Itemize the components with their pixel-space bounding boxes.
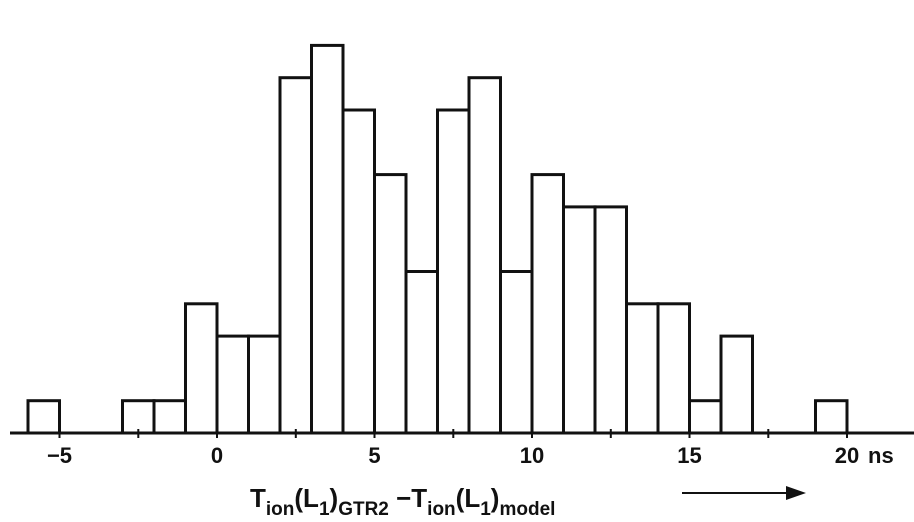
histogram-bar	[121, 399, 156, 435]
histogram-bar	[152, 399, 187, 435]
x-axis-arrow: →	[682, 486, 806, 500]
histogram-bar	[436, 108, 471, 435]
histogram-bars	[26, 43, 849, 435]
histogram-bar	[247, 334, 282, 435]
histogram-bar	[310, 43, 345, 435]
histogram-bar	[215, 334, 250, 435]
histogram-bar	[373, 173, 408, 435]
x-axis-tick-label: 10	[520, 443, 544, 468]
x-axis-unit-label: ns	[868, 443, 894, 468]
x-axis-tick-label: 5	[368, 443, 380, 468]
histogram-bar	[467, 76, 502, 435]
histogram-bar	[719, 334, 754, 435]
x-axis-label: Tion(L1)GTR2 −Tion(L1)model	[250, 483, 555, 520]
histogram-bar	[404, 270, 439, 435]
x-axis-tick-label: 0	[211, 443, 223, 468]
x-axis-ticks	[58, 429, 848, 438]
x-axis-tick-labels: −5 0 5 10 15 20	[47, 443, 859, 468]
histogram-bar	[499, 270, 534, 435]
arrow-head	[786, 486, 806, 500]
x-axis-tick-label: 15	[677, 443, 701, 468]
histogram-bar	[625, 302, 660, 435]
x-axis-tick-label: 20	[835, 443, 859, 468]
histogram-bar	[656, 302, 691, 435]
histogram-bar	[530, 173, 565, 435]
histogram-bar	[593, 205, 628, 435]
histogram-bar	[184, 302, 219, 435]
histogram-bar	[814, 399, 849, 435]
histogram-bar	[341, 108, 376, 435]
histogram-bar	[278, 76, 313, 435]
histogram-bar	[688, 399, 723, 435]
histogram-bar	[26, 399, 61, 435]
histogram-bar	[562, 205, 597, 435]
x-axis-tick-label: −5	[47, 443, 72, 468]
